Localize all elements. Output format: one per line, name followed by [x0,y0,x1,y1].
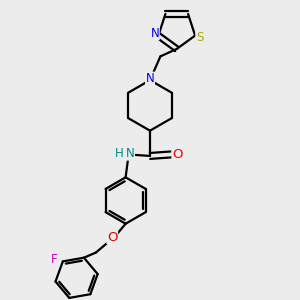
Text: O: O [172,148,183,161]
Text: F: F [51,254,58,266]
Text: S: S [196,32,203,44]
Text: N: N [126,147,134,160]
Text: N: N [150,27,159,40]
Text: H: H [115,147,124,160]
Text: O: O [107,231,118,244]
Text: N: N [146,72,154,85]
